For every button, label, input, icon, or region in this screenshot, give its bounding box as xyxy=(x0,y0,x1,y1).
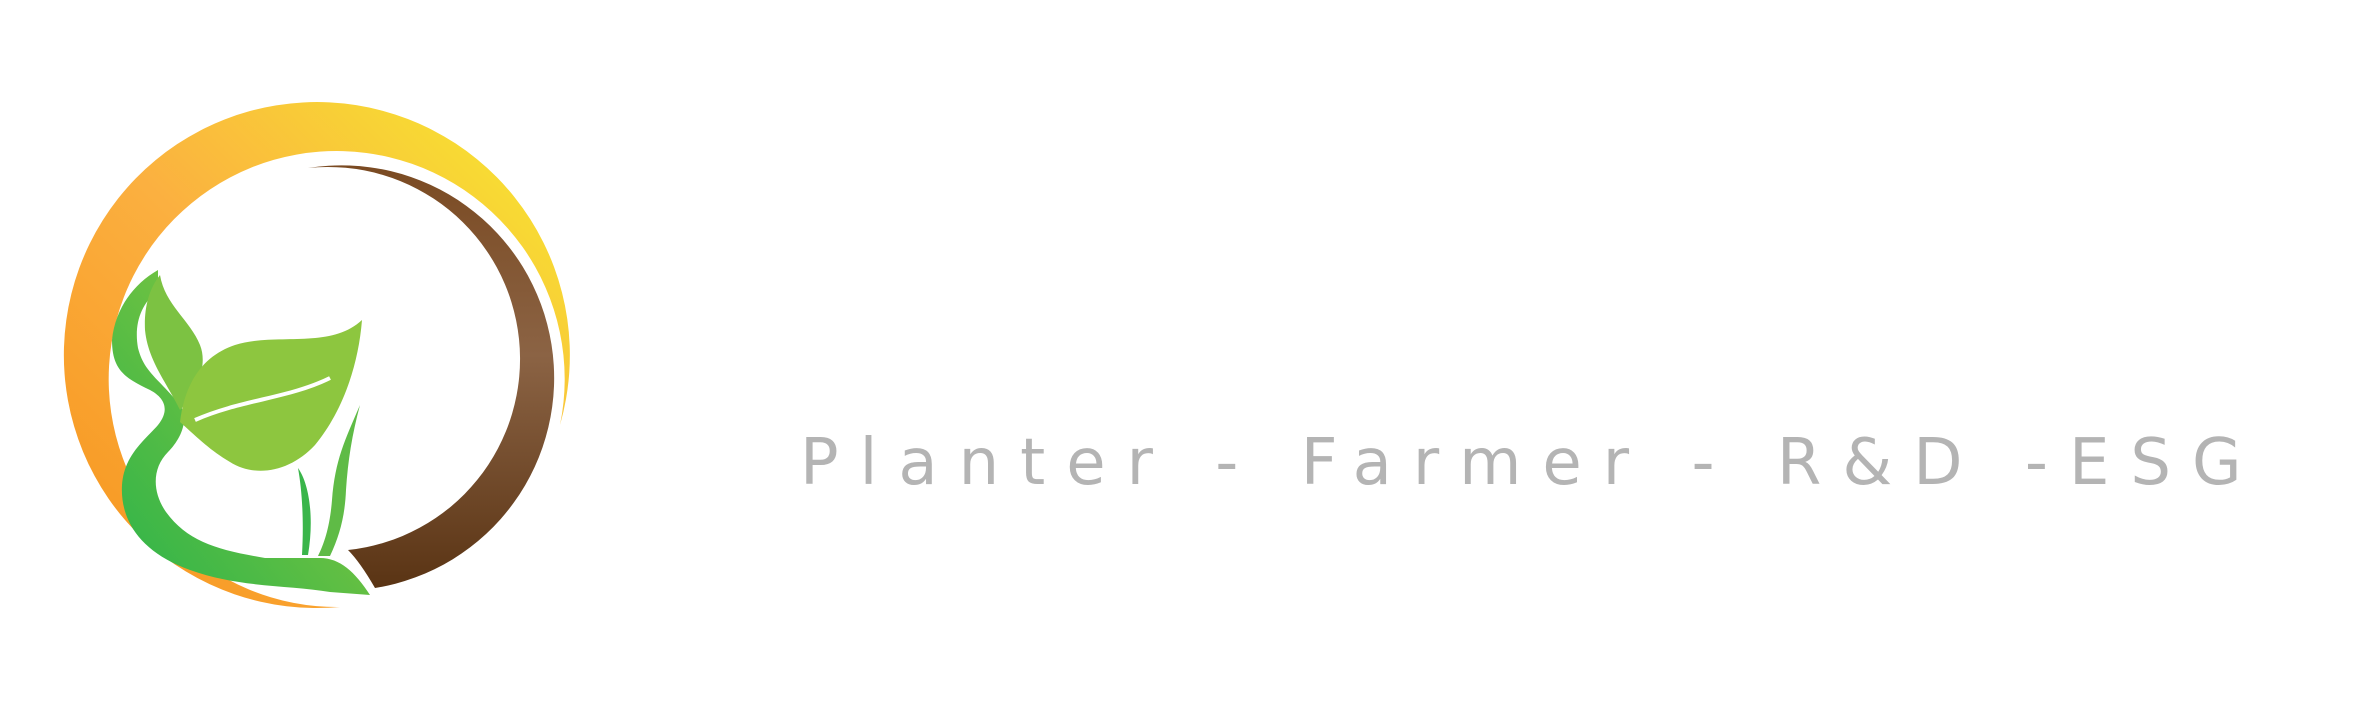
stem xyxy=(112,270,370,595)
tagline: Planter - Farmer - R&D -ESG xyxy=(800,426,2263,500)
sprout-left xyxy=(298,468,311,555)
soil-arc xyxy=(308,165,555,588)
brand-logo xyxy=(40,80,600,640)
main-leaf-vein xyxy=(194,376,331,422)
sprout-right xyxy=(318,405,360,556)
left-leaf xyxy=(144,275,203,410)
plant-sun-logo-icon xyxy=(63,102,570,609)
